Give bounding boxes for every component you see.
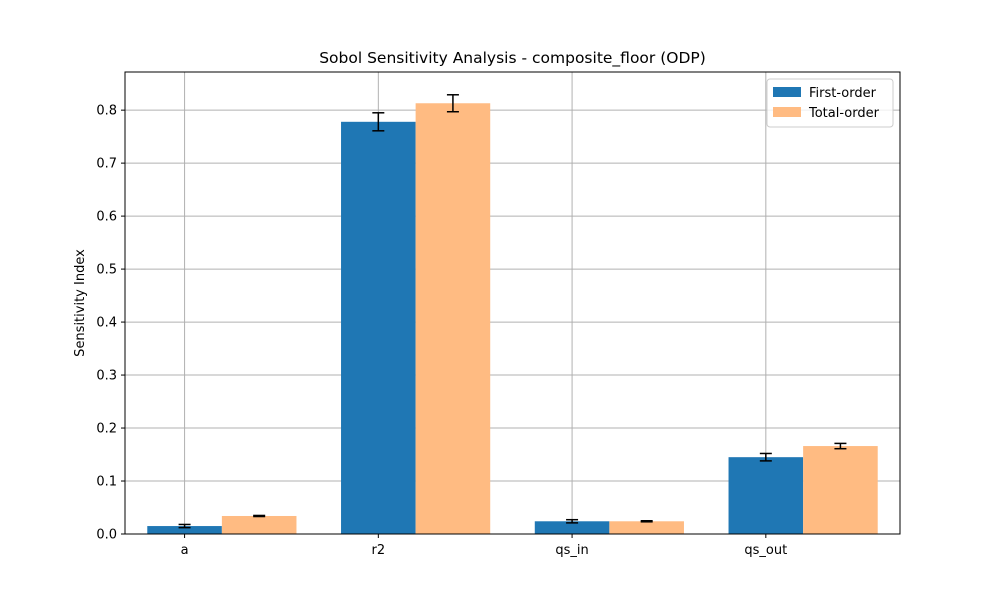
error-bar-total-order-a (253, 514, 266, 518)
x-tick-label-qs_out: qs_out (744, 543, 787, 558)
error-bar-first-order-qs_in (566, 518, 579, 524)
y-tick-label: 0.3 (96, 369, 117, 384)
error-bar-total-order-qs_out (834, 442, 847, 450)
bar-first-order-a (147, 526, 222, 534)
bar-total-order-r2 (415, 103, 491, 535)
chart-title: Sobol Sensitivity Analysis - composite_f… (319, 49, 706, 68)
legend-label-total-order: Total-order (808, 106, 880, 121)
plot-area-frame (124, 71, 901, 535)
bar-first-order-r2 (341, 121, 416, 535)
y-tick-label: 0.0 (96, 528, 117, 543)
y-tick-label: 0.1 (96, 475, 117, 490)
y-axis-title: Sensitivity Index (73, 249, 88, 357)
error-bar-total-order-qs_in (640, 520, 653, 523)
bars (147, 103, 878, 535)
legend: First-order Total-order (766, 78, 894, 128)
error-bars (178, 94, 847, 529)
bar-first-order-qs_in (534, 521, 610, 534)
y-tick-label: 0.6 (96, 210, 117, 225)
legend-swatch-first-order (773, 87, 801, 97)
bar-total-order-a (221, 515, 297, 534)
y-tick-label: 0.8 (96, 104, 117, 119)
x-tick-label-a: a (181, 543, 189, 558)
bar-first-order-qs_out (728, 457, 804, 534)
x-tick-label-qs_in: qs_in (555, 543, 588, 558)
y-tick-label: 0.7 (96, 157, 117, 172)
legend-swatch-total-order (773, 107, 801, 117)
error-bar-first-order-a (178, 523, 191, 529)
y-tick-label: 0.4 (96, 316, 117, 331)
x-tick-label-r2: r2 (372, 543, 386, 558)
error-bar-first-order-r2 (372, 112, 385, 132)
bar-total-order-qs_out (803, 446, 878, 534)
legend-label-first-order: First-order (809, 86, 877, 101)
error-bar-first-order-qs_out (759, 452, 772, 462)
y-tick-label: 0.5 (96, 263, 117, 278)
axis-ticks: 0.0 0.1 0.2 0.3 0.4 0.5 0.6 0.7 0.8 a r2 qs_in qs_ou… (96, 104, 787, 558)
bar-total-order-qs_in (609, 521, 684, 534)
error-bar-total-order-r2 (446, 94, 459, 113)
y-tick-label: 0.2 (96, 422, 117, 437)
